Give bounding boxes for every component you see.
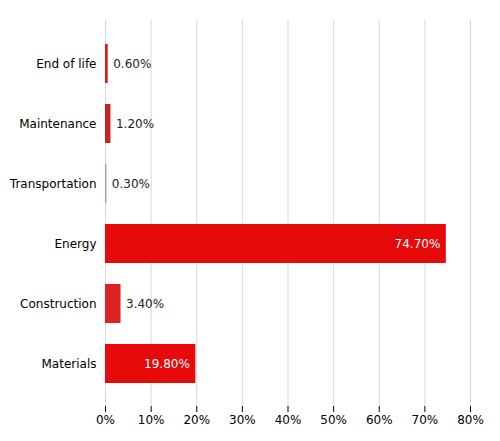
svg-text:10%: 10%: [138, 413, 165, 427]
svg-text:Maintenance: Maintenance: [19, 117, 96, 131]
svg-text:Construction: Construction: [20, 297, 96, 311]
svg-text:40%: 40%: [275, 413, 302, 427]
svg-text:60%: 60%: [366, 413, 393, 427]
svg-text:20%: 20%: [183, 413, 210, 427]
svg-text:3.40%: 3.40%: [126, 297, 164, 311]
svg-text:74.70%: 74.70%: [395, 237, 441, 251]
svg-text:0.60%: 0.60%: [113, 57, 151, 71]
svg-text:1.20%: 1.20%: [116, 117, 154, 131]
svg-text:30%: 30%: [229, 413, 256, 427]
svg-text:Materials: Materials: [41, 357, 96, 371]
svg-text:0.30%: 0.30%: [112, 177, 150, 191]
svg-text:50%: 50%: [320, 413, 347, 427]
svg-text:Transportation: Transportation: [9, 177, 97, 191]
svg-text:Energy: Energy: [54, 237, 96, 251]
svg-text:70%: 70%: [412, 413, 439, 427]
svg-text:19.80%: 19.80%: [144, 357, 190, 371]
svg-text:80%: 80%: [457, 413, 484, 427]
svg-text:0%: 0%: [96, 413, 115, 427]
svg-text:End of life: End of life: [36, 57, 96, 71]
